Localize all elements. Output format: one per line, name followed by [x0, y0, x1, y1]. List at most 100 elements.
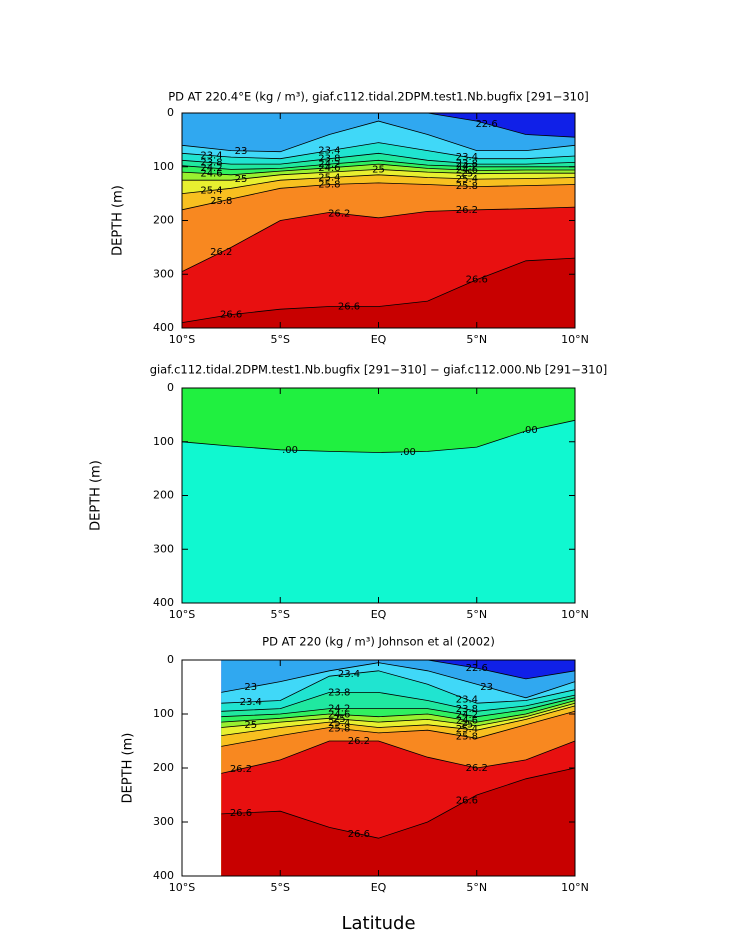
contour-label: 26.2: [328, 209, 350, 220]
panel: 22.623 2323.423.423.423.823.824.224.224.6…: [121, 635, 589, 935]
contour-label: 23.8: [318, 154, 340, 165]
contour-label: 23: [244, 682, 257, 693]
contour-line: [221, 710, 576, 747]
x-tick-label: 5°S: [271, 881, 290, 894]
contour-label: 26.2: [348, 736, 370, 747]
x-tick-label: EQ: [371, 333, 387, 346]
contour-label: 23.4: [456, 152, 478, 163]
y-axis-label: DEPTH (m): [121, 733, 136, 804]
y-tick-label: 200: [153, 761, 174, 774]
y-tick-label: 400: [153, 596, 174, 609]
y-tick-label: 400: [153, 321, 174, 334]
contour-label: 22.6: [475, 119, 497, 130]
chart-title: giaf.c112.tidal.2DPM.test1.Nb.bugfix [29…: [150, 363, 608, 377]
contour-line: [182, 168, 575, 181]
contour-label: 25.4: [200, 185, 222, 196]
x-tick-label: 10°S: [169, 333, 195, 346]
contour-label: 25: [461, 168, 474, 179]
panel: .00 .00 .00 10°S 5°S EQ 5°N 10°N 0 100 200 300 400 gi…: [89, 363, 608, 622]
contour-label: 24.2: [456, 710, 478, 721]
contour-label: 26.6: [456, 795, 478, 806]
contour-label: 23.8: [328, 687, 350, 698]
x-tick-label: 10°S: [169, 881, 195, 894]
contour-label: 24.2: [328, 704, 350, 715]
contour-label: 25: [244, 720, 257, 731]
y-tick-label: 100: [153, 435, 174, 448]
y-tick-label: 100: [153, 707, 174, 720]
contour-label: 26.6: [220, 310, 242, 321]
contour-label: 25: [461, 720, 474, 731]
contour-label: 25.4: [328, 718, 350, 729]
contour-label: 25.8: [456, 732, 478, 743]
x-tick-label: 5°N: [466, 608, 487, 621]
contour-label: 24.6: [318, 163, 340, 174]
y-tick-label: 0: [167, 106, 174, 119]
x-tick-label: 5°N: [466, 333, 487, 346]
x-tick-label: 5°S: [271, 608, 290, 621]
contour-label: .00: [282, 445, 298, 456]
contour-label: 26.6: [230, 808, 252, 819]
contour-label: 23.4: [318, 146, 340, 157]
x-tick-label: 10°S: [169, 608, 195, 621]
contour-line: [181, 206, 576, 272]
contour-label: 25.8: [318, 179, 340, 190]
contour-fill: [182, 420, 575, 603]
contour-label: 23.4: [338, 669, 360, 680]
x-tick-label: 5°N: [466, 881, 487, 894]
y-tick-label: 100: [153, 160, 174, 173]
x-tick-label: 10°N: [561, 608, 589, 621]
contour-line: [181, 142, 576, 160]
contour-label: 23: [480, 682, 493, 693]
contour-label: 26.6: [338, 302, 360, 313]
contour-line: [181, 257, 576, 323]
y-tick-label: 300: [153, 267, 174, 280]
y-tick-label: 200: [153, 214, 174, 227]
contour-label: 26.2: [230, 764, 252, 775]
contour-label: 26.6: [466, 275, 488, 286]
y-tick-label: 0: [167, 653, 174, 666]
contour-label: 23.8: [200, 158, 222, 169]
contour-line: [181, 419, 576, 453]
contour-line: [221, 702, 576, 728]
y-tick-label: 200: [153, 489, 174, 502]
contour-label: 26.6: [348, 829, 370, 840]
contour-label: 24.2: [456, 161, 478, 172]
contour-label: 24.2: [318, 159, 340, 170]
contour-label: 23.4: [240, 697, 262, 708]
contour-line: [181, 182, 576, 211]
contour-label: 25: [235, 174, 248, 185]
contour-line: [181, 174, 576, 194]
contour-label: 25: [333, 714, 346, 725]
y-tick-label: 300: [153, 542, 174, 555]
contour-line: [221, 700, 576, 723]
x-tick-label: EQ: [371, 881, 387, 894]
contour-line: [181, 159, 575, 170]
contour-label: 24.6: [456, 715, 478, 726]
chart-title: PD AT 220.4°E (kg / m³), giaf.c112.tidal…: [168, 90, 589, 104]
y-tick-label: 400: [153, 869, 174, 882]
contour-label: 26.2: [210, 247, 232, 258]
contour-line: [221, 697, 576, 718]
contour-label: 25.4: [456, 724, 478, 735]
x-axis-label: Latitude: [341, 913, 415, 934]
contour-line: [221, 705, 576, 736]
contour-line: [181, 152, 576, 165]
contour-label: .00: [522, 425, 538, 436]
x-tick-label: EQ: [371, 608, 387, 621]
contour-label: 26.2: [466, 763, 488, 774]
contour-label: 25.8: [210, 196, 232, 207]
chart-title: PD AT 220 (kg / m³) Johnson et al (2002): [262, 635, 495, 649]
contour-label: 22.6: [466, 663, 488, 674]
contour-label: 24.6: [456, 165, 478, 176]
contour-fill: [221, 768, 576, 876]
contour-label: 24.2: [200, 163, 222, 174]
contour-line: [221, 662, 576, 699]
contour-label: 25.4: [456, 174, 478, 185]
contour-label: 25.8: [456, 181, 478, 192]
contour-label: .00: [400, 447, 416, 458]
y-axis-label: DEPTH (m): [111, 185, 126, 256]
contour-label: 23.8: [456, 158, 478, 169]
x-tick-label: 10°N: [561, 333, 589, 346]
